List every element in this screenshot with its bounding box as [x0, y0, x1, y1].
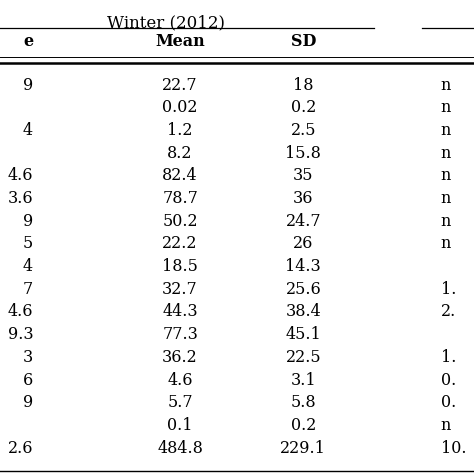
- Text: 0.02: 0.02: [163, 99, 198, 116]
- Text: 3.1: 3.1: [291, 372, 316, 389]
- Text: 24.7: 24.7: [285, 213, 321, 230]
- Text: 2.: 2.: [441, 303, 456, 320]
- Text: 45.1: 45.1: [285, 326, 321, 343]
- Text: n: n: [441, 236, 451, 252]
- Text: 10.: 10.: [441, 440, 466, 457]
- Text: 22.7: 22.7: [162, 76, 198, 93]
- Text: 3.6: 3.6: [8, 190, 33, 207]
- Text: n: n: [441, 122, 451, 139]
- Text: 5.8: 5.8: [291, 394, 316, 411]
- Text: 8.2: 8.2: [167, 145, 193, 162]
- Text: 5.7: 5.7: [167, 394, 193, 411]
- Text: 5: 5: [23, 236, 33, 252]
- Text: 77.3: 77.3: [162, 326, 198, 343]
- Text: 26: 26: [293, 236, 313, 252]
- Text: 2.6: 2.6: [8, 440, 33, 457]
- Text: 0.2: 0.2: [291, 99, 316, 116]
- Text: e: e: [23, 34, 33, 51]
- Text: 3: 3: [23, 349, 33, 366]
- Text: Winter (2012): Winter (2012): [107, 14, 225, 31]
- Text: 1.: 1.: [441, 281, 456, 298]
- Text: Mean: Mean: [155, 34, 205, 51]
- Text: n: n: [441, 145, 451, 162]
- Text: n: n: [441, 213, 451, 230]
- Text: 25.6: 25.6: [285, 281, 321, 298]
- Text: 4: 4: [23, 258, 33, 275]
- Text: 36: 36: [293, 190, 314, 207]
- Text: 229.1: 229.1: [281, 440, 326, 457]
- Text: 36.2: 36.2: [162, 349, 198, 366]
- Text: n: n: [441, 190, 451, 207]
- Text: 4.6: 4.6: [8, 303, 33, 320]
- Text: n: n: [441, 76, 451, 93]
- Text: 32.7: 32.7: [162, 281, 198, 298]
- Text: 38.4: 38.4: [285, 303, 321, 320]
- Text: 2.5: 2.5: [291, 122, 316, 139]
- Text: n: n: [441, 417, 451, 434]
- Text: 78.7: 78.7: [162, 190, 198, 207]
- Text: 15.8: 15.8: [285, 145, 321, 162]
- Text: SD: SD: [291, 34, 316, 51]
- Text: 44.3: 44.3: [162, 303, 198, 320]
- Text: 0.1: 0.1: [167, 417, 193, 434]
- Text: 0.: 0.: [441, 394, 456, 411]
- Text: 9: 9: [23, 76, 33, 93]
- Text: n: n: [441, 99, 451, 116]
- Text: 4.6: 4.6: [8, 167, 33, 184]
- Text: 18: 18: [293, 76, 314, 93]
- Text: 4: 4: [23, 122, 33, 139]
- Text: 22.2: 22.2: [163, 236, 198, 252]
- Text: 6: 6: [23, 372, 33, 389]
- Text: 0.: 0.: [441, 372, 456, 389]
- Text: 22.5: 22.5: [285, 349, 321, 366]
- Text: 9.3: 9.3: [8, 326, 33, 343]
- Text: 35: 35: [293, 167, 314, 184]
- Text: 7: 7: [23, 281, 33, 298]
- Text: 1.: 1.: [441, 349, 456, 366]
- Text: 1.2: 1.2: [167, 122, 193, 139]
- Text: 14.3: 14.3: [285, 258, 321, 275]
- Text: 484.8: 484.8: [157, 440, 203, 457]
- Text: 9: 9: [23, 213, 33, 230]
- Text: 18.5: 18.5: [162, 258, 198, 275]
- Text: 4.6: 4.6: [167, 372, 193, 389]
- Text: 50.2: 50.2: [162, 213, 198, 230]
- Text: n: n: [441, 167, 451, 184]
- Text: 9: 9: [23, 394, 33, 411]
- Text: 82.4: 82.4: [162, 167, 198, 184]
- Text: 0.2: 0.2: [291, 417, 316, 434]
